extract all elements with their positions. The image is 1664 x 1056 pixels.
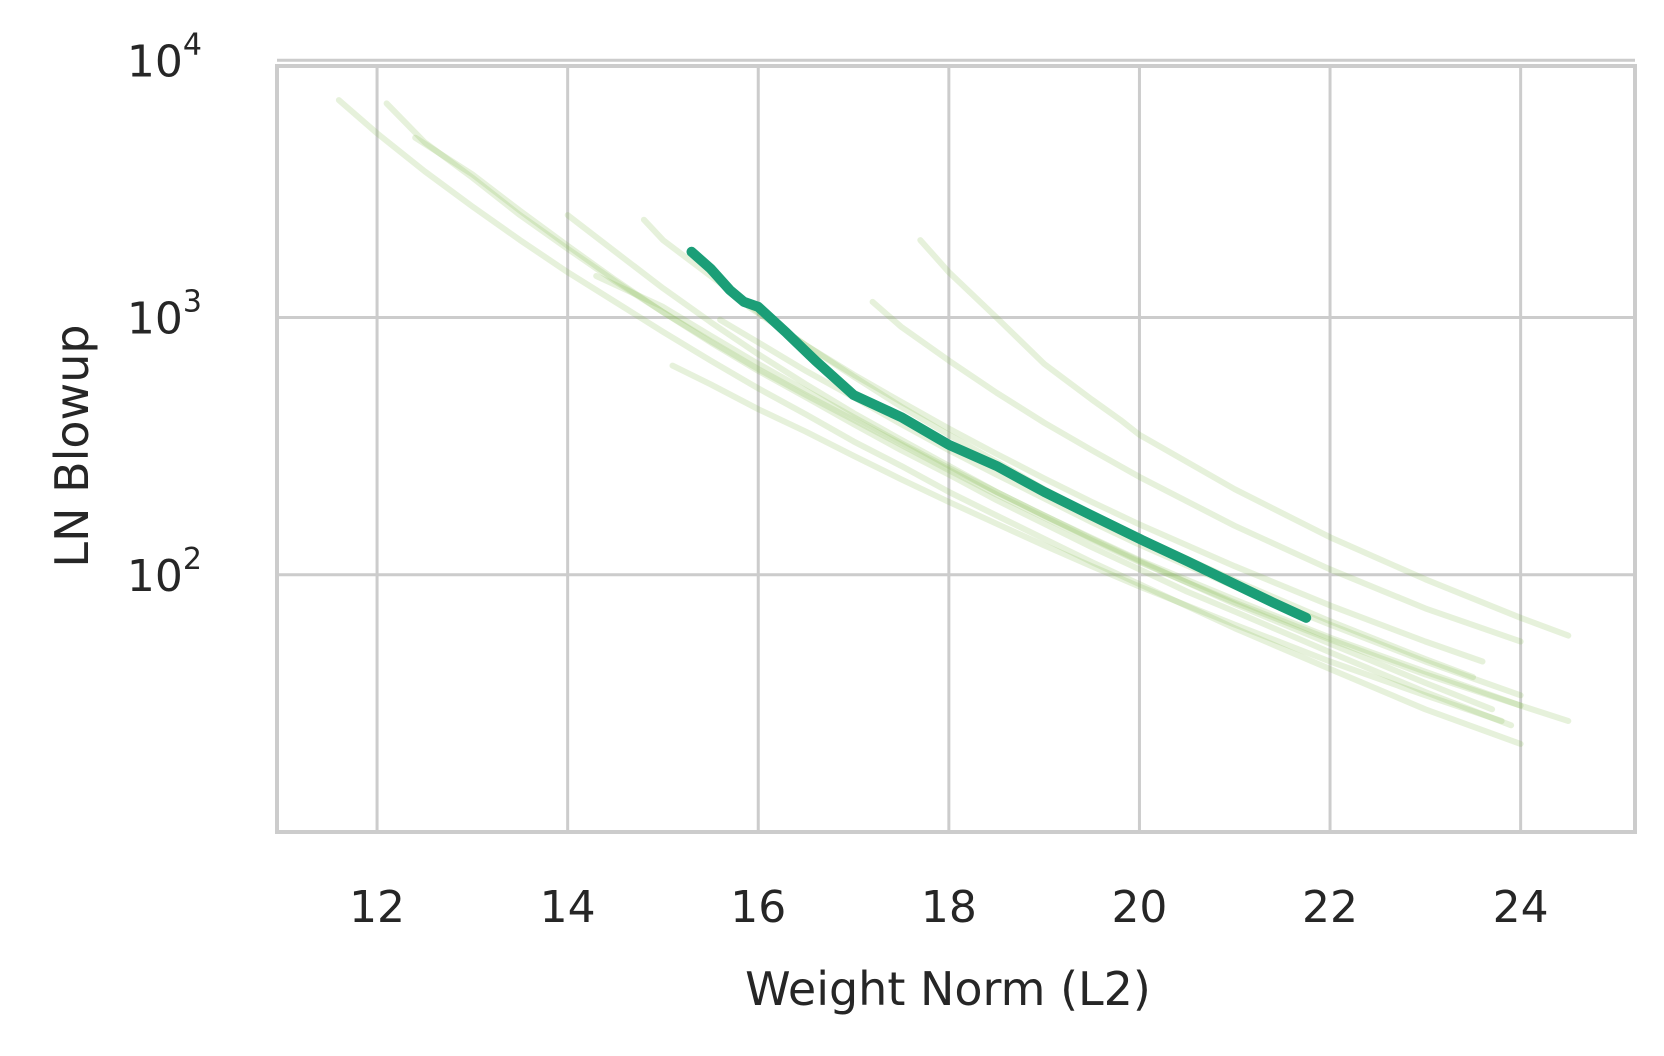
background-run-line [640,216,1476,681]
highlight-run-line [686,246,1312,623]
x-axis-label: Weight Norm (L2) [745,962,1151,1016]
background-run-line [745,303,1486,665]
y-tick-label: 102 [127,542,202,602]
x-tick-label: 18 [921,882,977,933]
background-runs [335,97,1572,747]
background-run-line [564,212,1496,713]
x-tick-labels: 12 14 16 18 20 22 24 [349,882,1549,933]
x-tick-label: 20 [1111,882,1167,933]
y-tick-label: 104 [127,27,202,87]
background-run-line [335,97,1524,747]
x-tick-label: 12 [349,882,405,933]
background-run-line [593,273,1524,709]
background-run-line [917,237,1572,639]
x-tick-label: 24 [1493,882,1549,933]
x-tick-label: 22 [1302,882,1358,933]
plot-frame [275,64,1637,834]
background-run-line [717,316,1524,699]
background-run-line [669,362,1505,724]
highlight-run [686,246,1312,623]
background-run-line [383,100,1515,729]
y-tick-label: 103 [127,285,202,345]
background-run-line [869,298,1524,645]
grid [277,58,1635,832]
background-run-line [412,134,1572,724]
y-axis-label: LN Blowup [45,324,99,567]
x-tick-label: 16 [730,882,786,933]
x-tick-label: 14 [540,882,596,933]
y-tick-labels: 102 103 104 [127,27,202,601]
